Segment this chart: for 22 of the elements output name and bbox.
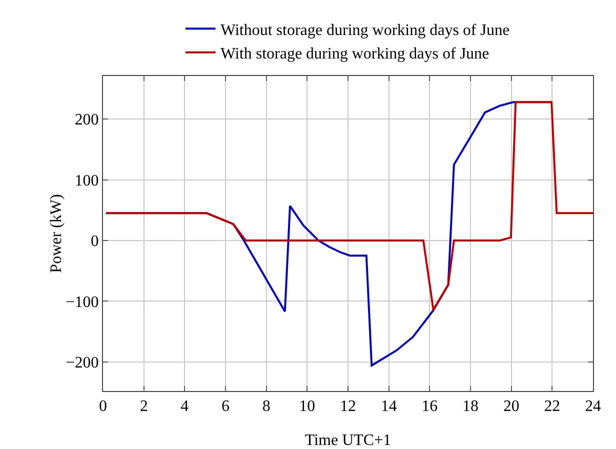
x-tick-label: 24 (585, 398, 601, 416)
x-tick-label: 10 (299, 398, 316, 416)
x-tick-label: 4 (180, 398, 189, 416)
y-tick-label: 100 (74, 172, 99, 190)
y-axis-title: Power (kW) (48, 194, 65, 273)
y-tick-label: −100 (66, 294, 99, 311)
x-tick-label: 22 (544, 398, 560, 416)
legend-label: With storage during working days of June (220, 46, 490, 63)
legend-label: Without storage during working days of June (220, 22, 510, 39)
x-tick-label: 16 (422, 398, 438, 416)
y-tick-label: 200 (74, 112, 99, 129)
line-series (105, 101, 593, 311)
x-tick-label: 8 (262, 398, 270, 416)
y-tick-label: 0 (90, 233, 99, 250)
x-tick-label: 18 (462, 398, 478, 416)
y-tick-label: −200 (66, 354, 99, 372)
x-tick-label: 14 (380, 398, 397, 416)
x-tick-label: 2 (140, 398, 148, 416)
x-tick-label: 12 (340, 398, 356, 416)
x-axis-title: Time UTC+1 (304, 432, 392, 449)
x-tick-label: 6 (222, 398, 230, 416)
x-tick-label: 20 (503, 398, 520, 416)
